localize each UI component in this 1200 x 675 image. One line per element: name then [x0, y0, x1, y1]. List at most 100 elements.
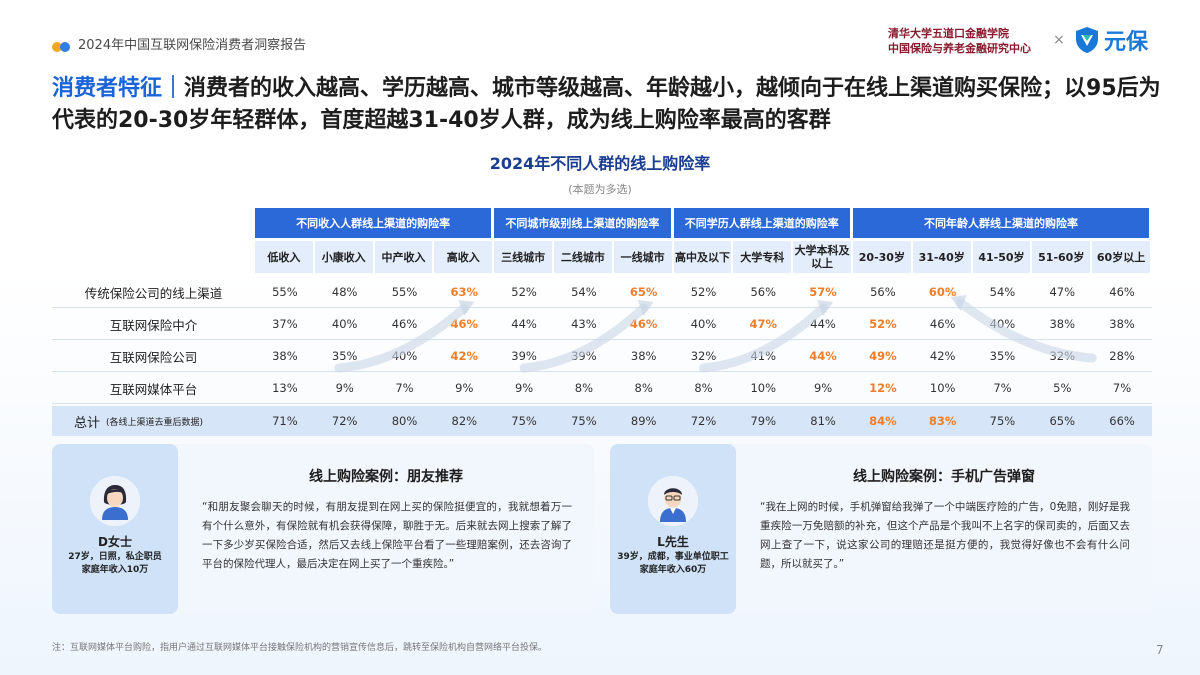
row-label: 互联网媒体平台: [109, 381, 198, 397]
table-cell: 13%: [272, 381, 298, 395]
column-header: 二线城市: [553, 241, 612, 273]
table-cell: 7%: [993, 381, 1012, 395]
table-cell: 60%: [928, 285, 957, 299]
column-header: 三线城市: [494, 241, 552, 273]
group-header: 不同城市级别线上渠道的购险率: [494, 208, 671, 238]
person-description: 39岁，成都，事业单位职工 家庭年收入60万: [614, 551, 732, 577]
group-header: 不同收入人群线上渠道的购险率: [255, 208, 492, 238]
table-corner: [52, 241, 255, 273]
total-cell: 65%: [1049, 414, 1076, 428]
case-title: 线上购险案例：朋友推荐: [309, 469, 463, 485]
person-name: L先生: [657, 535, 689, 549]
chart-subtitle: (本题为多选): [568, 183, 632, 196]
total-cell: 72%: [331, 414, 358, 428]
table-cell: 44%: [809, 349, 837, 363]
case-quote: “和朋友聚会聊天的时候，有朋友提到在网上买的保险挺便宜的，我就想着万一有个什么意…: [202, 501, 572, 570]
column-header: 一线城市: [613, 241, 672, 273]
column-header: 大学本科及以上: [793, 241, 851, 273]
institution-name: 清华大学五道口金融学院 中国保险与养老金融研究中心: [888, 26, 1031, 56]
table-cell: 46%: [1109, 285, 1135, 299]
table-cell: 52%: [511, 285, 537, 299]
table-cell: 38%: [1109, 317, 1135, 331]
table-cell: 56%: [870, 285, 896, 299]
report-title: 2024年中国互联网保险消费者洞察报告: [78, 38, 307, 53]
chart-title: 2024年不同人群的线上购险率: [489, 154, 711, 173]
table-cell: 63%: [450, 285, 479, 299]
table-cell: 32%: [1049, 349, 1076, 363]
column-header: 60岁以上: [1092, 241, 1150, 273]
table-cell: 35%: [989, 349, 1016, 363]
person-name: D女士: [98, 535, 132, 549]
total-cell: 79%: [750, 414, 777, 428]
table-cell: 55%: [272, 285, 298, 299]
total-cell: 89%: [630, 414, 657, 428]
total-label: 总计 (各线上渠道去重后数据): [52, 406, 255, 436]
column-header: 51-60岁: [1032, 241, 1091, 273]
table-cell: 28%: [1109, 349, 1135, 363]
table-cell: 52%: [690, 285, 717, 299]
table-row: 互联网保险公司 38% 35% 40% 42% 39% 39% 38% 32% 41% 44% 49%…: [52, 340, 1152, 372]
table-cell: 42%: [450, 349, 479, 363]
group-header: 不同学历人群线上渠道的购险率: [673, 208, 850, 238]
row-label: 传统保险公司的线上渠道: [84, 285, 223, 301]
column-header: 41-50岁: [972, 241, 1031, 273]
case-card-ad-popup: L先生 39岁，成都，事业单位职工 家庭年收入60万 线上购险案例：手机广告弹窗…: [610, 444, 1152, 614]
table-cell: 9%: [813, 381, 833, 395]
table-cell: 38%: [630, 349, 657, 363]
table-cell: 49%: [869, 349, 897, 363]
table-cell: 40%: [690, 317, 717, 331]
person-description: 27岁，日照，私企职员 家庭年收入10万: [56, 551, 174, 577]
total-cell: 83%: [928, 414, 957, 428]
table-cell: 52%: [869, 317, 897, 331]
total-cell: 72%: [690, 414, 717, 428]
table-cell: 37%: [272, 317, 298, 331]
table-cell: 46%: [391, 317, 418, 331]
table-cell: 47%: [749, 317, 778, 331]
table-row: 互联网媒体平台 13% 9% 7% 9% 9% 8% 8% 8% 10% 9% 12% 10% 7% 5% 7…: [52, 372, 1152, 404]
table-cell: 9%: [455, 381, 474, 395]
table-cell: 41%: [750, 349, 777, 363]
person-description-line-2: 家庭年收入60万: [639, 565, 707, 575]
total-cell: 81%: [810, 414, 836, 428]
column-header-row: 低收入 小康收入 中产收入 高收入 三线城市 二线城市 一线城市 高中及以下 大学专科 大学本科及…: [52, 241, 1152, 273]
case-quote: “我在上网的时候，手机弹窗给我弹了一个中端医疗险的广告，0免赔，刚好是我重疾险一…: [760, 501, 1130, 570]
total-label-main: 总计: [74, 415, 101, 431]
row-label: 互联网保险公司: [109, 349, 198, 365]
column-header: 31-40岁: [912, 241, 971, 273]
total-cell: 71%: [272, 414, 298, 428]
table-cell: 9%: [514, 381, 534, 395]
table-cell: 47%: [1049, 285, 1076, 299]
table-cell: 54%: [571, 285, 597, 299]
collab-separator: ×: [1053, 32, 1065, 48]
woman-avatar-icon: [90, 476, 140, 526]
headline-highlight: 消费者特征｜: [52, 76, 185, 101]
total-cell: 84%: [869, 414, 897, 428]
table-cell: 9%: [335, 381, 354, 395]
page-headline: 消费者特征｜消费者的收入越高、学历越高、城市等级越高、年龄越小，越倾向于在线上渠…: [52, 73, 1162, 137]
page-number: 7: [1156, 643, 1164, 657]
person-description-line-1: 27岁，日照，私企职员: [68, 552, 162, 562]
table-cell: 46%: [929, 317, 956, 331]
case-card-friend: D女士 27岁，日照，私企职员 家庭年收入10万 线上购险案例：朋友推荐 “和朋…: [52, 444, 594, 614]
table-cell: 57%: [809, 285, 837, 299]
total-row: 总计 (各线上渠道去重后数据) 71% 72% 80% 82% 75% 75% 89% 72% 79…: [52, 406, 1152, 436]
table-cell: 43%: [571, 317, 597, 331]
total-cell: 82%: [451, 414, 478, 428]
table-cell: 8%: [634, 381, 653, 395]
table-cell: 38%: [272, 349, 298, 363]
table-cell: 10%: [929, 381, 956, 395]
profile-panel: L先生 39岁，成都，事业单位职工 家庭年收入60万: [610, 444, 736, 614]
column-header: 大学专科: [733, 241, 792, 273]
avatar: [648, 476, 698, 526]
group-header-row: 不同收入人群线上渠道的购险率 不同城市级别线上渠道的购险率 不同学历人群线上渠道的购…: [52, 208, 1152, 238]
total-cell: 75%: [571, 414, 597, 428]
institution-line-2: 中国保险与养老金融研究中心: [888, 42, 1031, 55]
table-cell: 5%: [1053, 381, 1072, 395]
table-cell: 8%: [694, 381, 713, 395]
institution-line-1: 清华大学五道口金融学院: [888, 27, 1009, 40]
row-label: 互联网保险中介: [109, 317, 198, 333]
table-cell: 48%: [331, 285, 358, 299]
avatar: [90, 476, 140, 526]
table-cell: 44%: [511, 317, 537, 331]
table-cell: 44%: [810, 317, 836, 331]
